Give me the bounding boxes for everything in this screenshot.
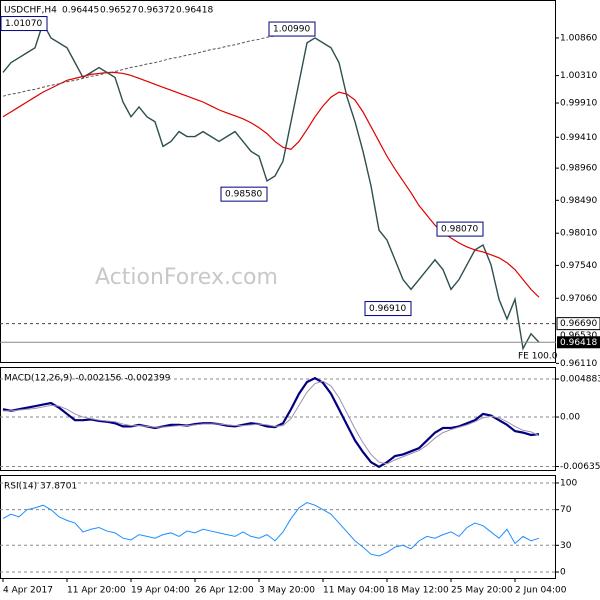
y-tick-label: 0.96110	[560, 359, 597, 369]
header-value: 0.96445	[62, 6, 99, 16]
header-value: 0.96418	[176, 6, 213, 16]
panel-title: USDCHF,H4	[4, 6, 57, 16]
y-tick-label: 0	[560, 568, 566, 578]
annotation-box	[0, 16, 48, 32]
annotation-box	[436, 221, 484, 237]
panel-title: RSI(14) 37.8701	[4, 482, 77, 492]
level-box	[556, 317, 600, 331]
annotation-label: 1.01070	[5, 19, 42, 29]
y-tick-label: 0.98010	[560, 229, 597, 239]
fe-level-label: 0.96530	[560, 331, 597, 341]
y-tick-label: 1.00310	[560, 71, 597, 81]
annotation-box	[364, 301, 412, 317]
macd-panel	[0, 367, 556, 471]
series-line	[3, 380, 540, 465]
x-tick-label: 18 May 12:00	[387, 586, 449, 596]
annotation-label: 1.00990	[273, 25, 310, 35]
annotation-label: 0.96910	[369, 304, 406, 314]
x-tick-label: 3 May 20:00	[259, 586, 315, 596]
y-tick-label: 30	[560, 541, 572, 551]
series-line	[2, 71, 540, 298]
y-tick-label: 0.98490	[560, 196, 597, 206]
series-line	[2, 501, 540, 557]
current-label: 0.96418	[560, 338, 597, 348]
x-tick-label: 25 May 20:00	[451, 586, 513, 596]
header-value: 0.96372	[138, 6, 175, 16]
annotation-box	[220, 186, 268, 202]
y-tick-label: 100	[560, 478, 577, 488]
annotation-label: 0.98580	[225, 190, 262, 200]
current-box	[557, 336, 600, 349]
series-line	[2, 27, 308, 97]
x-tick-label: 4 Apr 2017	[3, 586, 53, 596]
y-tick-label: 70	[560, 505, 572, 515]
rsi-panel	[0, 475, 556, 579]
x-tick-label: 26 Apr 12:00	[195, 586, 254, 596]
header-value: 0.96527	[100, 6, 137, 16]
y-tick-label: 0.99410	[560, 133, 597, 143]
panel-title: MACD(12,26,9) -0.002156 -0.002399	[4, 374, 171, 384]
x-tick-label: 11 May 04:00	[323, 586, 385, 596]
annotation-label: 0.98070	[441, 225, 478, 235]
price-panel	[0, 0, 556, 363]
series-line	[2, 21, 540, 351]
series-line	[2, 376, 540, 469]
x-tick-label: 19 Apr 04:00	[131, 586, 190, 596]
watermark: ActionForex.com	[95, 265, 278, 290]
level-label: 0.96690	[560, 319, 597, 329]
y-tick-label: -0.006354	[560, 462, 600, 472]
y-tick-label: 0.004883	[560, 375, 600, 385]
x-tick-label: 2 Jun 04:00	[515, 586, 567, 596]
y-tick-label: 0.97540	[560, 261, 597, 271]
y-tick-label: 0.99910	[560, 99, 597, 109]
y-tick-label: 0.97060	[560, 294, 597, 304]
x-tick-label: 11 Apr 20:00	[67, 586, 126, 596]
fe-label: FE 100.0	[518, 352, 558, 362]
y-tick-label: 1.00860	[560, 33, 597, 43]
y-tick-label: 0.98960	[560, 164, 597, 174]
annotation-box	[268, 21, 316, 37]
y-tick-label: 0.00	[560, 413, 580, 423]
